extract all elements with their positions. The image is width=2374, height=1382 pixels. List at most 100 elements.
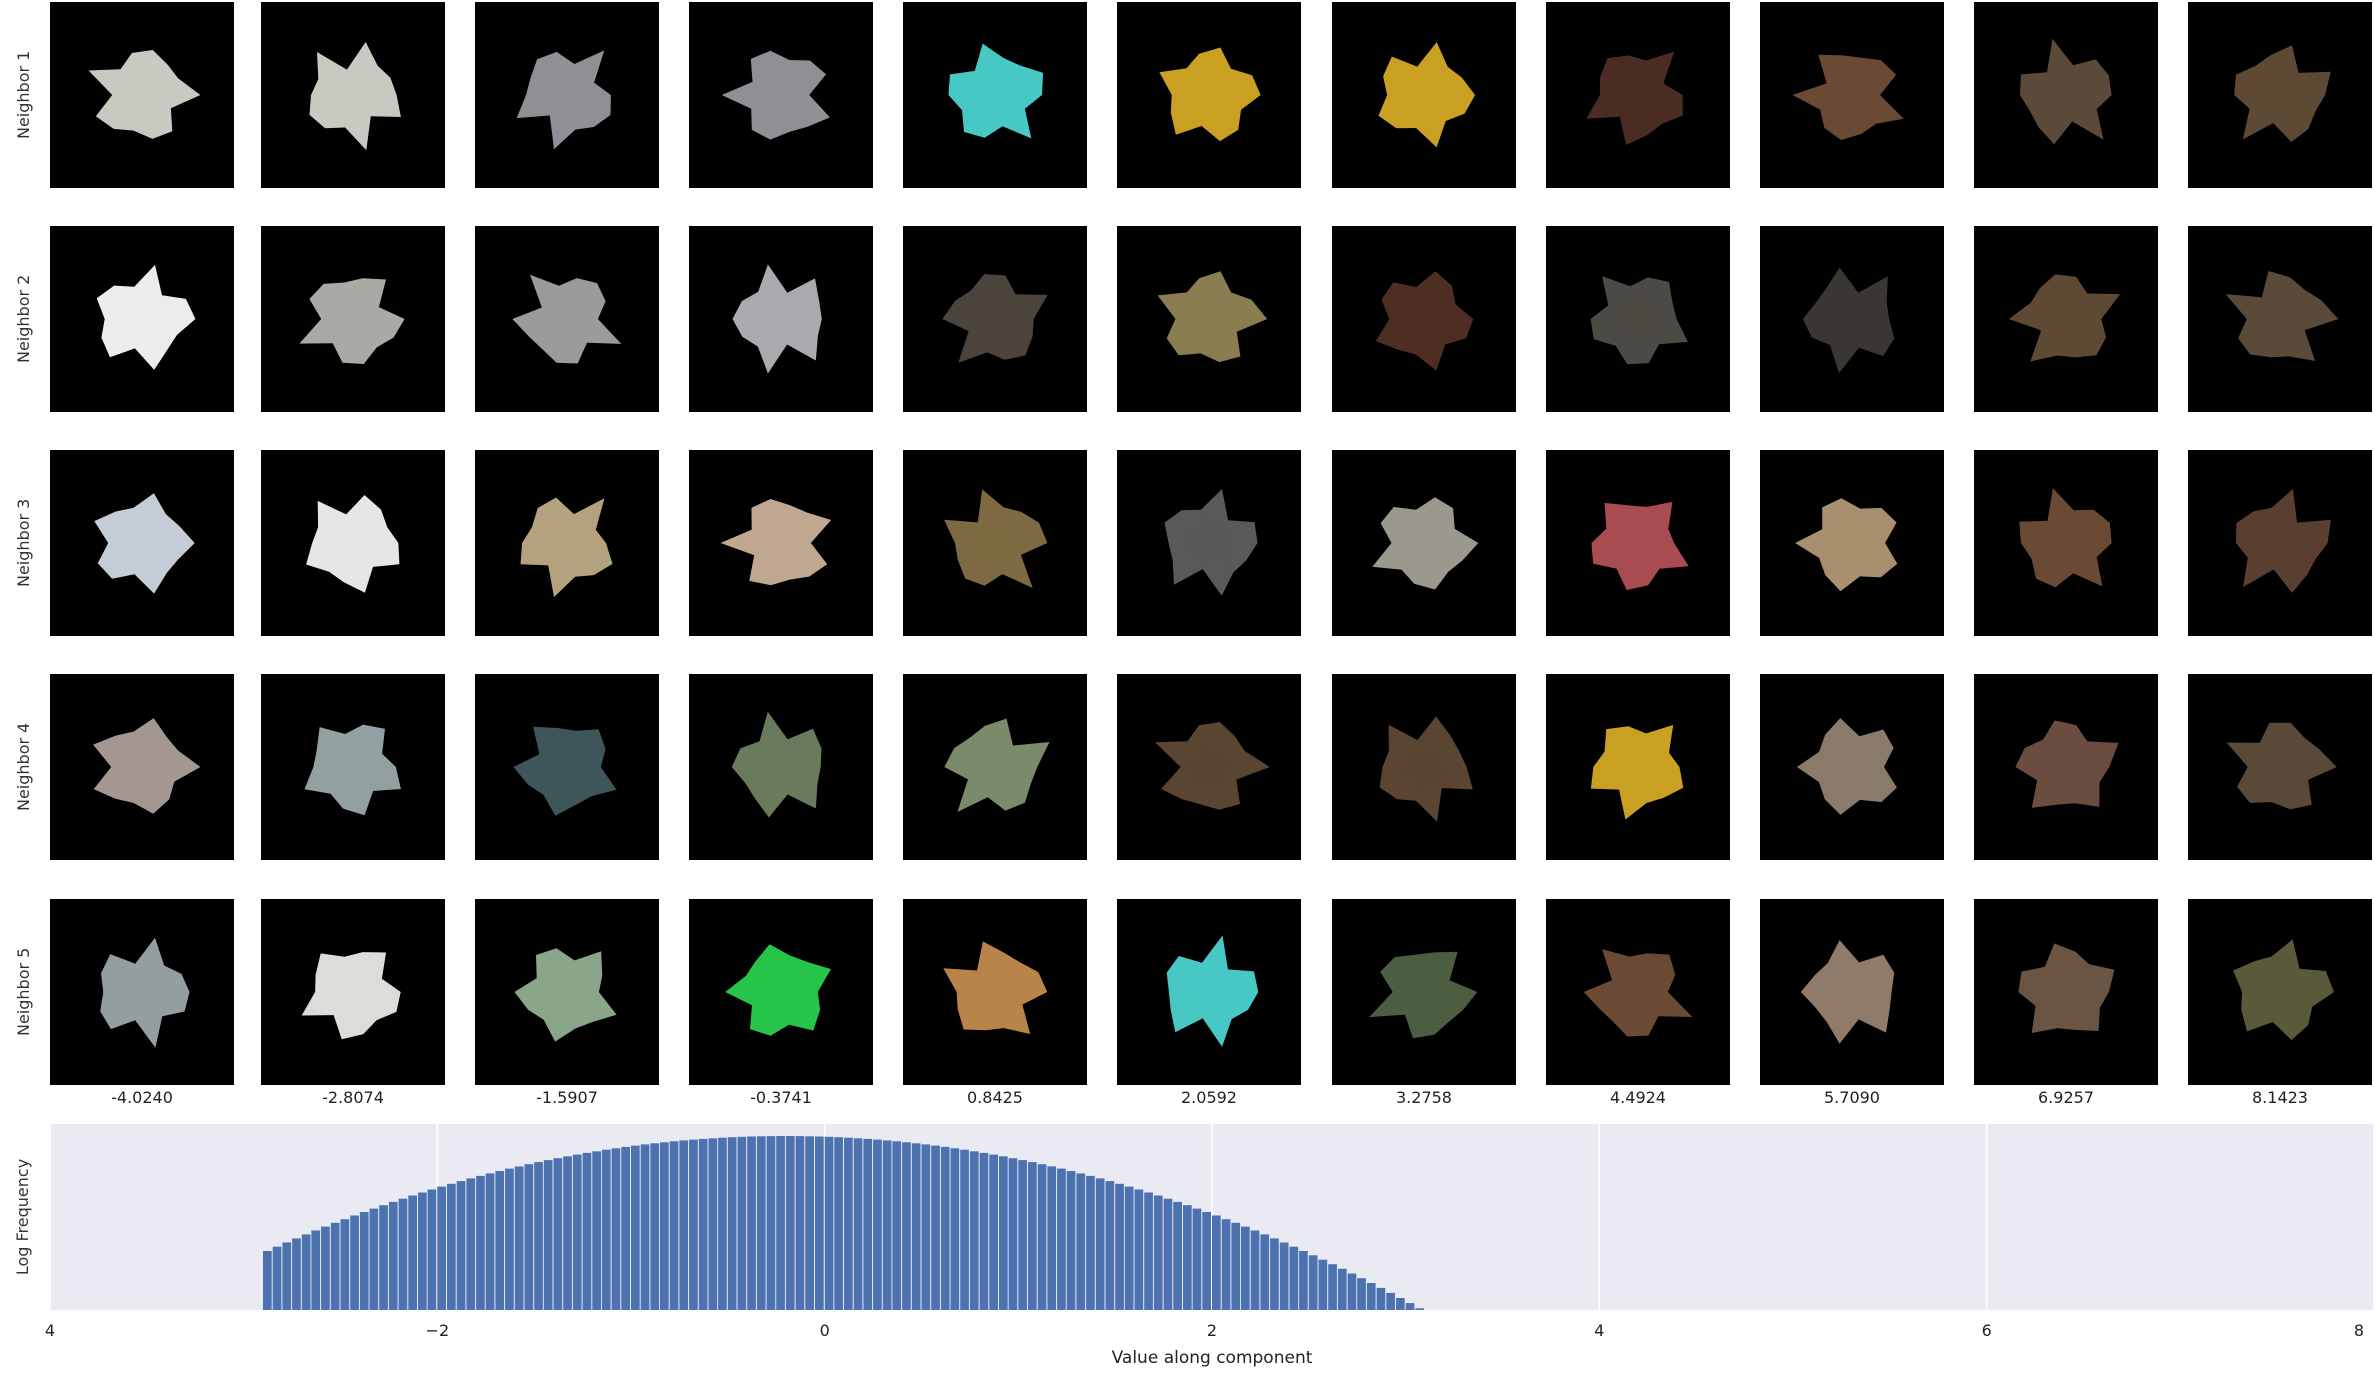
neighbor-patch-image	[50, 2, 234, 188]
histogram-bar	[340, 1219, 350, 1310]
neighbor-patch-image	[1760, 674, 1944, 860]
histogram-bar	[776, 1136, 785, 1310]
histogram-bar	[330, 1222, 340, 1310]
patch-texture	[111, 969, 168, 1013]
histogram-bar	[1008, 1158, 1018, 1310]
histogram-bar	[369, 1208, 379, 1310]
patch-texture	[2039, 72, 2097, 116]
histogram-bar	[1386, 1292, 1395, 1310]
histogram-bar	[882, 1140, 892, 1310]
patch-texture	[1825, 741, 1876, 788]
neighbor-patch-image	[475, 226, 659, 412]
neighbor-patch-image	[1117, 2, 1301, 188]
neighbor-patch-image	[1974, 226, 2158, 412]
histogram-bar	[660, 1142, 669, 1310]
patch-texture	[757, 521, 806, 566]
x-tick-label: 6	[1982, 1321, 1992, 1340]
histogram-bar	[379, 1205, 388, 1310]
neighbor-patch-image	[2188, 899, 2372, 1085]
patch-texture	[112, 746, 168, 790]
histogram-bar	[1376, 1287, 1386, 1310]
neighbor-patch-image	[1117, 674, 1301, 860]
y-axis-label: Log Frequency	[13, 1159, 32, 1275]
patch-texture	[758, 68, 807, 121]
patch-texture	[1828, 967, 1877, 1012]
x-tick-label: 0	[820, 1321, 830, 1340]
histogram-bar	[437, 1186, 446, 1310]
neighbor-patch-image	[1332, 674, 1516, 860]
patch-texture	[1400, 745, 1447, 793]
neighbor-patch-image	[1546, 674, 1730, 860]
histogram-bar	[737, 1136, 747, 1310]
column-value-label: 4.4924	[1610, 1088, 1666, 1107]
histogram-bar	[834, 1137, 843, 1310]
patch-texture	[754, 746, 806, 791]
histogram-bar	[679, 1140, 689, 1310]
patch-texture	[752, 969, 804, 1016]
histogram-bar	[1066, 1171, 1076, 1310]
neighbor-patch-image	[903, 2, 1087, 188]
histogram-bar	[359, 1212, 369, 1310]
histogram-bar	[960, 1149, 969, 1310]
histogram-bar	[427, 1189, 437, 1310]
column-value-label: 8.1423	[2252, 1088, 2308, 1107]
histogram-bar	[1328, 1264, 1337, 1310]
column-value-label: 5.7090	[1824, 1088, 1880, 1107]
histogram-bar	[756, 1136, 766, 1310]
neighbor-patch-image	[1760, 899, 1944, 1085]
row-label: Neighbor 1	[14, 50, 33, 140]
histogram-bar	[553, 1158, 563, 1310]
histogram-bar	[1028, 1162, 1037, 1310]
patch-texture	[1825, 296, 1877, 344]
histogram-bar	[1308, 1255, 1318, 1310]
histogram-bar	[824, 1136, 834, 1310]
patch-texture	[328, 294, 379, 342]
neighbor-patch-image	[1546, 899, 1730, 1085]
patch-texture	[1609, 72, 1666, 116]
patch-texture	[539, 967, 597, 1013]
row-label: Neighbor 5	[14, 947, 33, 1037]
histogram-bar	[669, 1141, 679, 1310]
column-value-label: 3.2758	[1396, 1088, 1452, 1107]
patch-texture	[757, 294, 805, 344]
neighbor-patch-image	[1117, 899, 1301, 1085]
histogram-bar	[1153, 1195, 1163, 1310]
histogram-bar	[640, 1144, 650, 1310]
histogram-bar	[1076, 1173, 1086, 1310]
patch-texture	[2039, 296, 2096, 341]
histogram-bar	[1260, 1234, 1270, 1310]
neighbor-patch-image	[1760, 2, 1944, 188]
patch-texture	[329, 70, 377, 115]
histogram-bar	[1086, 1175, 1095, 1310]
neighbor-patch-image	[2188, 226, 2372, 412]
histogram-bar	[611, 1148, 621, 1310]
histogram-bar	[1415, 1308, 1424, 1310]
neighbor-patch-image	[689, 899, 873, 1085]
histogram-bar	[873, 1139, 882, 1310]
column-value-label: -2.8074	[322, 1088, 384, 1107]
neighbor-patch-image	[475, 899, 659, 1085]
histogram-bar	[727, 1137, 737, 1310]
neighbor-patch-image	[1974, 450, 2158, 636]
neighbor-image-grid: Neighbor 1 Neighbor 2 Neighbor 3 Neighbor 4…	[14, 2, 2372, 1107]
histogram-bar	[921, 1144, 931, 1310]
histogram-bar	[979, 1152, 989, 1310]
column-value-label: 0.8425	[967, 1088, 1023, 1107]
patch-texture	[1824, 518, 1875, 567]
histogram-bar	[301, 1234, 311, 1310]
histogram-bar	[1366, 1283, 1376, 1310]
histogram-bar	[815, 1136, 824, 1310]
patch-texture	[2257, 964, 2307, 1018]
histogram-bar	[263, 1251, 272, 1310]
column-value-label: 6.9257	[2038, 1088, 2094, 1107]
histogram-bar	[1124, 1186, 1134, 1310]
histogram-bar	[456, 1181, 466, 1310]
histogram-bar	[785, 1136, 795, 1310]
neighbor-patch-image	[2188, 2, 2372, 188]
histogram-bar	[505, 1168, 514, 1310]
histogram-bar	[1405, 1303, 1415, 1310]
histogram-bar	[534, 1162, 543, 1310]
histogram-bar	[940, 1146, 950, 1310]
histogram-bar	[1144, 1192, 1153, 1310]
histogram-bar	[844, 1137, 853, 1310]
